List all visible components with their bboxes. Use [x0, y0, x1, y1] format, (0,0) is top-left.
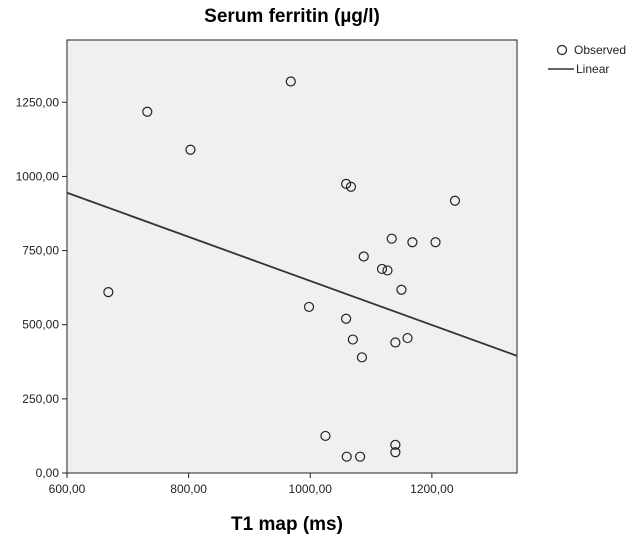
data-point — [376, 263, 388, 275]
data-point — [285, 76, 296, 87]
scatter-points — [103, 76, 461, 462]
x-tick-label: 1000,00 — [289, 482, 333, 496]
y-tick-label: 0,00 — [36, 466, 60, 480]
legend-observed-marker — [556, 44, 568, 56]
legend: Observed Linear — [548, 43, 626, 76]
data-point — [390, 337, 401, 348]
data-point — [386, 233, 397, 244]
plot-area — [66, 39, 518, 474]
legend-observed-label: Observed — [574, 43, 626, 57]
data-point — [303, 301, 315, 313]
data-point — [142, 106, 153, 117]
data-point — [345, 181, 357, 192]
data-point — [396, 284, 407, 295]
data-point — [356, 352, 368, 363]
data-point — [355, 451, 366, 462]
data-point — [341, 313, 352, 324]
y-tick-label: 250,00 — [22, 392, 59, 406]
y-tick-label: 500,00 — [22, 318, 59, 332]
data-point — [185, 144, 196, 155]
legend-linear-label: Linear — [576, 62, 609, 76]
linear-fit-line — [66, 191, 518, 357]
chart-title: Serum ferritin (µg/l) — [204, 6, 380, 27]
data-point — [382, 265, 393, 276]
data-point — [407, 237, 418, 248]
x-axis: 600,00 800,00 1000,00 1200,00 — [49, 473, 454, 496]
x-axis-label: T1 map (ms) — [231, 514, 343, 535]
data-point — [449, 195, 461, 206]
x-tick-label: 600,00 — [49, 482, 86, 496]
x-tick-label: 1200,00 — [410, 482, 454, 496]
data-point — [390, 447, 401, 458]
y-axis: 0,00 250,00 500,00 750,00 1000,00 1250,00 — [16, 95, 67, 480]
data-point — [341, 451, 352, 462]
data-point — [390, 439, 401, 450]
data-point — [358, 251, 369, 262]
data-point — [430, 237, 441, 248]
y-tick-label: 1000,00 — [16, 169, 60, 183]
data-point — [341, 178, 352, 189]
linear-fit — [66, 191, 518, 357]
data-point — [347, 334, 358, 345]
y-tick-label: 750,00 — [22, 244, 59, 258]
y-tick-label: 1250,00 — [16, 95, 60, 109]
data-point — [402, 332, 413, 344]
data-point — [103, 286, 114, 298]
x-tick-label: 800,00 — [170, 482, 207, 496]
data-point — [320, 430, 331, 442]
